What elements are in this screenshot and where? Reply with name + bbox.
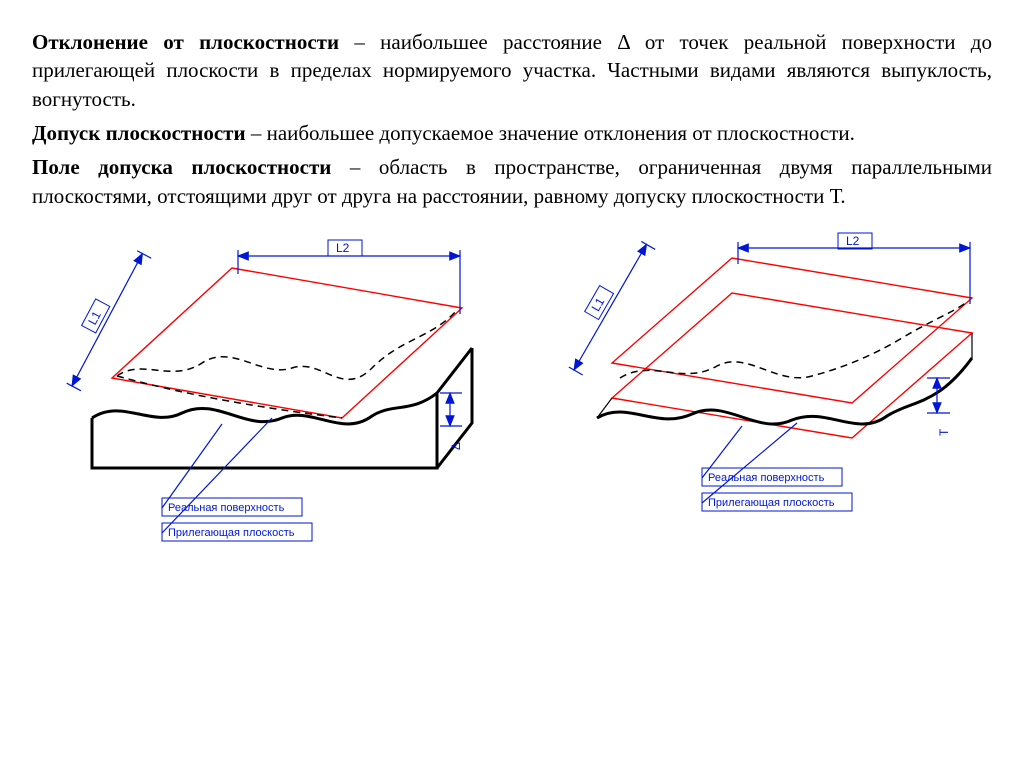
svg-text:T: T (937, 428, 951, 436)
dim-L1-left (72, 254, 142, 386)
figure-left: L2 L1 Δ Реальная поверхность (42, 228, 482, 573)
dim-L2-right-label: L2 (846, 234, 860, 248)
legend-adj-right: Прилегающая плоскость (708, 497, 835, 509)
red-plane-left (112, 268, 462, 418)
def-2: – наибольшее допускаемое значение отклон… (246, 121, 855, 145)
legend-real-left: Реальная поверхность (168, 502, 285, 514)
figure-right: L2 L1 T Реальная поверхность (542, 228, 982, 553)
paragraph-3: Поле допуска плоскостности – область в п… (32, 153, 992, 210)
term-1: Отклонение от плоскостности (32, 30, 339, 54)
paragraph-2: Допуск плоскостности – наибольшее допуск… (32, 119, 992, 147)
figures-row: L2 L1 Δ Реальная поверхность (32, 228, 992, 573)
red-plane-top-right (612, 258, 972, 403)
dim-L2-left-label: L2 (336, 241, 350, 255)
term-3: Поле допуска плоскостности (32, 155, 331, 179)
term-2: Допуск плоскостности (32, 121, 246, 145)
dim-L1-right (574, 244, 647, 370)
figure-left-svg: L2 L1 Δ Реальная поверхность (42, 228, 482, 568)
svg-text:Δ: Δ (449, 442, 463, 450)
figure-right-svg: L2 L1 T Реальная поверхность (542, 228, 982, 548)
block-top-front-left (92, 348, 472, 424)
surface-front-right (597, 358, 972, 424)
real-surface-right (620, 302, 967, 378)
dim-L1-left-label: L1 (85, 309, 104, 328)
legend-real-right: Реальная поверхность (708, 472, 825, 484)
paragraph-1: Отклонение от плоскостности – наибольшее… (32, 28, 992, 113)
dim-L1-right-label: L1 (589, 295, 608, 314)
legend-adj-left: Прилегающая плоскость (168, 527, 295, 539)
red-plane-bot-right (612, 293, 972, 438)
